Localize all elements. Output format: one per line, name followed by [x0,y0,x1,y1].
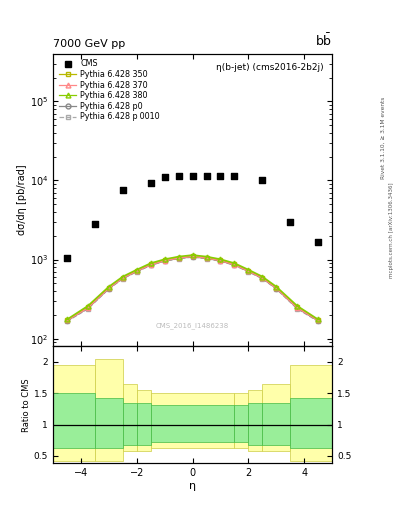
Bar [151,393,234,449]
Point [119,186,126,195]
Bar [95,398,123,449]
Bar [263,402,290,444]
Bar [137,390,151,451]
Point [217,172,224,180]
Point [259,176,266,184]
Text: CMS_2016_I1486238: CMS_2016_I1486238 [156,322,229,329]
Point [189,172,196,180]
Text: mcplots.cern.ch [arXiv:1306.3436]: mcplots.cern.ch [arXiv:1306.3436] [389,183,393,278]
Bar [290,398,332,449]
Point [175,172,182,180]
X-axis label: η: η [189,481,196,491]
Point [231,172,237,180]
Bar [151,404,234,442]
Text: b$\bar{\mathrm{b}}$: b$\bar{\mathrm{b}}$ [315,32,332,49]
Bar [234,404,248,442]
Bar [123,384,137,451]
Bar [248,390,263,451]
Point [287,218,293,226]
Point [162,173,168,181]
Point [64,254,70,262]
Y-axis label: dσ/dη [pb/rad]: dσ/dη [pb/rad] [17,165,27,236]
Point [92,220,98,228]
Bar [137,402,151,444]
Text: 7000 GeV pp: 7000 GeV pp [53,38,125,49]
Bar [53,393,95,449]
Bar [290,365,332,461]
Text: Rivet 3.1.10, ≥ 3.1M events: Rivet 3.1.10, ≥ 3.1M events [381,97,386,179]
Bar [123,402,137,444]
Point [148,179,154,187]
Text: η(b-jet) (cms2016-2b2j): η(b-jet) (cms2016-2b2j) [216,62,324,72]
Point [204,172,210,180]
Bar [95,359,123,461]
Bar [263,384,290,451]
Bar [248,402,263,444]
Legend: CMS, Pythia 6.428 350, Pythia 6.428 370, Pythia 6.428 380, Pythia 6.428 p0, Pyth: CMS, Pythia 6.428 350, Pythia 6.428 370,… [56,57,162,124]
Y-axis label: Ratio to CMS: Ratio to CMS [22,378,31,432]
Bar [53,365,95,461]
Bar [234,393,248,449]
Point [315,238,321,246]
